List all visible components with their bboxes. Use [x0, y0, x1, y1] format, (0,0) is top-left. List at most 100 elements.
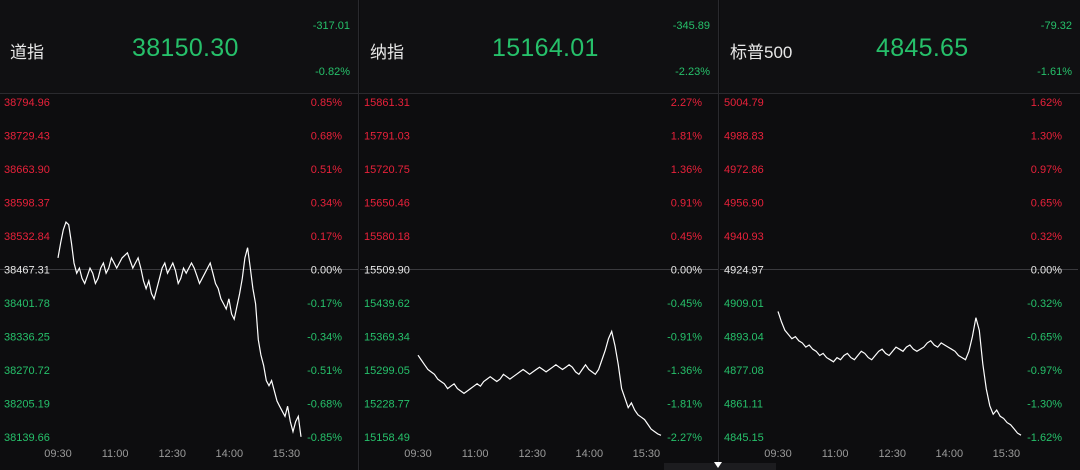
y-tick-label: 15439.62: [364, 298, 410, 310]
x-tick-label: 15:30: [993, 448, 1021, 460]
x-tick-label: 12:30: [878, 448, 906, 460]
y-tick-label: 15720.75: [364, 164, 410, 176]
pct-tick-label: 0.34%: [311, 198, 342, 210]
panel-divider: [718, 0, 719, 470]
price-line: [777, 311, 1022, 436]
y-tick-label: 15228.77: [364, 399, 410, 411]
y-tick-label: 15369.34: [364, 332, 410, 344]
y-tick-label: 4956.90: [724, 198, 764, 210]
index-price: 15164.01: [492, 34, 599, 62]
pct-tick-label: 0.85%: [311, 97, 342, 109]
price-line: [417, 329, 662, 436]
header-divider: [0, 93, 1080, 94]
pct-tick-label: 0.65%: [1031, 198, 1062, 210]
y-tick-label: 15509.90: [364, 265, 410, 277]
y-tick-label: 4940.93: [724, 231, 764, 243]
x-tick-label: 12:30: [158, 448, 186, 460]
x-tick-label: 15:30: [633, 448, 661, 460]
pct-tick-label: 0.45%: [671, 231, 702, 243]
y-tick-label: 38532.84: [4, 231, 50, 243]
pct-tick-label: -0.51%: [307, 365, 342, 377]
pct-tick-label: -0.34%: [307, 332, 342, 344]
y-tick-label: 4893.04: [724, 332, 764, 344]
index-change-pct: -2.23%: [675, 66, 710, 78]
x-tick-label: 15:30: [273, 448, 301, 460]
pct-tick-label: -1.36%: [667, 365, 702, 377]
pct-tick-label: 0.17%: [311, 231, 342, 243]
pct-tick-label: 2.27%: [671, 97, 702, 109]
index-header-dow: 道指 38150.30 -317.01 -0.82%: [0, 0, 358, 93]
pct-tick-label: -0.65%: [1027, 332, 1062, 344]
pct-tick-label: -0.45%: [667, 298, 702, 310]
y-tick-label: 4877.08: [724, 365, 764, 377]
y-tick-label: 4924.97: [724, 265, 764, 277]
y-tick-label: 38205.19: [4, 399, 50, 411]
y-tick-label: 15791.03: [364, 131, 410, 143]
index-panel-sp500[interactable]: 标普500 4845.65 -79.32 -1.61%: [720, 0, 1080, 470]
index-name: 纳指: [370, 43, 404, 62]
pct-tick-label: 0.32%: [1031, 231, 1062, 243]
y-tick-label: 38663.90: [4, 164, 50, 176]
y-tick-label: 38336.25: [4, 332, 50, 344]
pct-tick-label: 0.00%: [671, 265, 702, 277]
y-tick-label: 15299.05: [364, 365, 410, 377]
y-tick-label: 38467.31: [4, 265, 50, 277]
caret-down-icon[interactable]: [714, 462, 722, 468]
index-panel-dow[interactable]: 道指 38150.30 -317.01 -0.82%: [0, 0, 358, 470]
panel-divider: [358, 0, 359, 470]
y-tick-label: 38598.37: [4, 198, 50, 210]
index-change: -317.01: [312, 20, 350, 32]
pct-tick-label: -1.30%: [1027, 399, 1062, 411]
pct-tick-label: 1.30%: [1031, 131, 1062, 143]
y-tick-label: 15158.49: [364, 432, 410, 444]
y-tick-label: 15861.31: [364, 97, 410, 109]
index-header-sp500: 标普500 4845.65 -79.32 -1.61%: [720, 0, 1080, 93]
pct-tick-label: -2.27%: [667, 432, 702, 444]
index-price: 4845.65: [876, 34, 969, 62]
pct-tick-label: 1.81%: [671, 131, 702, 143]
y-tick-label: 38401.78: [4, 298, 50, 310]
index-change: -79.32: [1040, 20, 1072, 32]
index-change-pct: -1.61%: [1037, 66, 1072, 78]
index-price: 38150.30: [132, 34, 239, 62]
x-tick-label: 11:00: [102, 448, 129, 460]
index-panel-nasdaq[interactable]: 纳指 15164.01 -345.89 -2.23%: [360, 0, 718, 470]
pct-tick-label: -1.62%: [1027, 432, 1062, 444]
pct-tick-label: -0.85%: [307, 432, 342, 444]
index-change: -345.89: [672, 20, 710, 32]
x-tick-label: 14:00: [576, 448, 604, 460]
y-tick-label: 5004.79: [724, 97, 764, 109]
x-tick-label: 09:30: [764, 448, 792, 460]
y-tick-label: 4845.15: [724, 432, 764, 444]
pct-tick-label: 1.36%: [671, 164, 702, 176]
pct-tick-label: -0.91%: [667, 332, 702, 344]
y-tick-label: 4909.01: [724, 298, 764, 310]
index-name: 标普500: [730, 43, 793, 62]
y-tick-label: 15650.46: [364, 198, 410, 210]
pct-tick-label: 0.00%: [1031, 265, 1062, 277]
x-tick-label: 12:30: [518, 448, 546, 460]
pct-tick-label: -1.81%: [667, 399, 702, 411]
pct-tick-label: -0.68%: [307, 399, 342, 411]
x-tick-label: 09:30: [44, 448, 72, 460]
y-tick-label: 38794.96: [4, 97, 50, 109]
x-tick-label: 09:30: [404, 448, 432, 460]
y-tick-label: 38729.43: [4, 131, 50, 143]
pct-tick-label: 0.68%: [311, 131, 342, 143]
pct-tick-label: 0.97%: [1031, 164, 1062, 176]
x-tick-label: 11:00: [462, 448, 489, 460]
pct-tick-label: -0.97%: [1027, 365, 1062, 377]
y-tick-label: 4988.83: [724, 131, 764, 143]
pct-tick-label: -0.17%: [307, 298, 342, 310]
price-line: [57, 221, 302, 437]
pct-tick-label: 1.62%: [1031, 97, 1062, 109]
x-tick-label: 14:00: [216, 448, 244, 460]
y-tick-label: 4861.11: [724, 399, 763, 411]
x-tick-label: 11:00: [822, 448, 849, 460]
index-header-nasdaq: 纳指 15164.01 -345.89 -2.23%: [360, 0, 718, 93]
y-tick-label: 38139.66: [4, 432, 50, 444]
pct-tick-label: -0.32%: [1027, 298, 1062, 310]
pct-tick-label: 0.91%: [671, 198, 702, 210]
